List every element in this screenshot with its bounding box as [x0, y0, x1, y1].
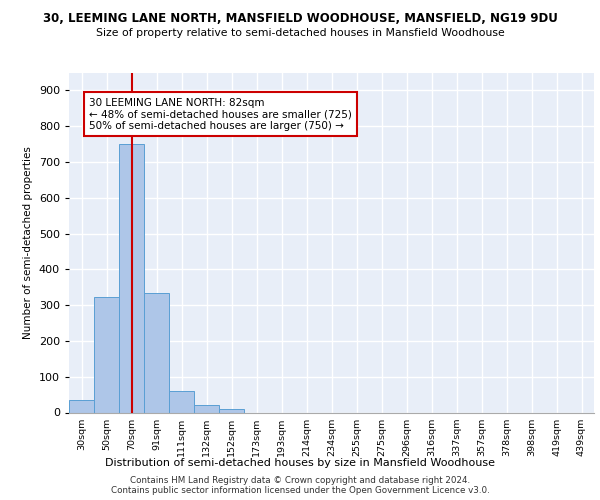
Bar	[119, 144, 144, 412]
Text: 30 LEEMING LANE NORTH: 82sqm
← 48% of semi-detached houses are smaller (725)
50%: 30 LEEMING LANE NORTH: 82sqm ← 48% of se…	[89, 98, 352, 131]
Bar	[194, 404, 219, 412]
Text: Contains HM Land Registry data © Crown copyright and database right 2024.: Contains HM Land Registry data © Crown c…	[130, 476, 470, 485]
Text: Contains public sector information licensed under the Open Government Licence v3: Contains public sector information licen…	[110, 486, 490, 495]
Text: 30, LEEMING LANE NORTH, MANSFIELD WOODHOUSE, MANSFIELD, NG19 9DU: 30, LEEMING LANE NORTH, MANSFIELD WOODHO…	[43, 12, 557, 26]
Bar	[219, 408, 244, 412]
Text: Size of property relative to semi-detached houses in Mansfield Woodhouse: Size of property relative to semi-detach…	[95, 28, 505, 38]
Y-axis label: Number of semi-detached properties: Number of semi-detached properties	[23, 146, 33, 339]
Text: Distribution of semi-detached houses by size in Mansfield Woodhouse: Distribution of semi-detached houses by …	[105, 458, 495, 468]
Bar	[144, 294, 169, 412]
Bar	[94, 297, 119, 412]
Bar	[69, 400, 94, 412]
Bar	[169, 391, 194, 412]
